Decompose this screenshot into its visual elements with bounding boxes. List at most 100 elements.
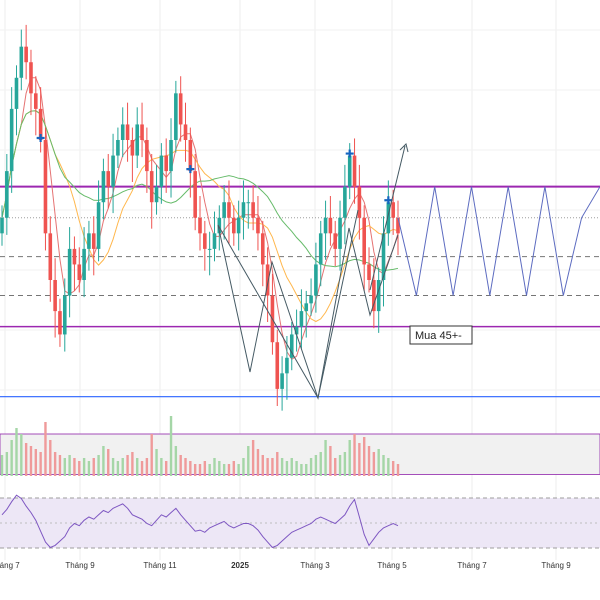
volume-bar xyxy=(367,446,371,476)
candle-body xyxy=(367,264,371,280)
candle-body xyxy=(24,46,28,63)
volume-bar xyxy=(169,416,173,476)
candle-body xyxy=(357,186,362,218)
volume-bar xyxy=(280,458,284,476)
volume-bar xyxy=(261,455,264,476)
candle-body xyxy=(0,217,4,234)
candle-body xyxy=(29,62,33,94)
volume-bar xyxy=(53,452,57,476)
volume-bar xyxy=(87,461,91,476)
candle-body xyxy=(38,108,43,140)
volume-bar xyxy=(314,455,318,476)
volume-bar xyxy=(24,443,28,476)
volume-bar xyxy=(102,446,105,476)
x-tick-label: Tháng 9 xyxy=(541,561,571,570)
candle-body xyxy=(217,217,222,234)
candle-body xyxy=(178,93,183,125)
candle-body xyxy=(212,233,217,249)
candle-body xyxy=(116,140,120,156)
candle-body xyxy=(53,280,57,312)
candle-body xyxy=(9,108,14,172)
volume-bar xyxy=(179,455,182,476)
volume-bar xyxy=(92,458,95,476)
volume-bar xyxy=(227,464,231,476)
candle-body xyxy=(396,217,400,234)
projection-arrowhead xyxy=(399,143,409,153)
candle-body xyxy=(58,311,62,335)
candle-body xyxy=(48,233,53,280)
volume-bar xyxy=(68,455,71,476)
volume-bar xyxy=(39,452,42,476)
volume-bar xyxy=(266,458,269,476)
volume-bar xyxy=(382,455,385,476)
candle-body xyxy=(140,124,144,140)
volume-bar xyxy=(256,449,260,476)
volume-bar xyxy=(5,452,9,476)
candle-body xyxy=(347,155,352,187)
x-tick-label: Tháng 5 xyxy=(377,561,407,570)
candle-body xyxy=(111,155,115,187)
candle-body xyxy=(19,46,24,78)
volume-bar xyxy=(218,461,221,476)
candle-body xyxy=(289,334,294,358)
x-tick-label: Tháng 7 xyxy=(0,561,20,570)
volume-bar xyxy=(203,461,207,476)
candle-body xyxy=(318,233,323,265)
candle-body xyxy=(236,217,241,234)
volume-bar xyxy=(372,452,376,476)
volume-bar xyxy=(126,455,129,476)
volume-bar xyxy=(276,452,279,476)
candle-body xyxy=(77,264,82,280)
candle-body xyxy=(101,171,106,203)
volume-bar xyxy=(155,449,158,476)
x-tick-label: Tháng 3 xyxy=(300,561,330,570)
volume-bar xyxy=(348,440,351,476)
volume-bar xyxy=(232,461,236,476)
candle-body xyxy=(280,373,284,389)
candle-body xyxy=(246,202,251,204)
volume-bar xyxy=(150,434,153,476)
candle-body xyxy=(265,264,270,296)
volume-bar xyxy=(319,452,322,476)
volume-bar xyxy=(324,440,327,476)
projection-arrow-line xyxy=(369,145,406,291)
candle-body xyxy=(343,186,347,218)
volume-bar xyxy=(136,458,139,476)
candle-body xyxy=(62,295,67,335)
candle-body xyxy=(309,295,313,304)
candle-body xyxy=(130,140,135,156)
volume-bar xyxy=(121,458,124,476)
candle-body xyxy=(72,248,77,265)
volume-bar xyxy=(131,452,134,476)
candle-body xyxy=(338,217,342,249)
zone-box xyxy=(0,433,600,475)
candle-body xyxy=(159,155,164,187)
candle-body xyxy=(106,171,111,187)
annotation-box xyxy=(409,325,473,345)
volume-bar xyxy=(174,446,178,476)
volume-bar xyxy=(44,422,47,476)
annotation-label: Mua 45+- xyxy=(415,330,462,342)
candle-body xyxy=(34,93,38,109)
volume-bar xyxy=(338,455,342,476)
x-tick-label: 2025 xyxy=(231,561,249,570)
volume-bar xyxy=(358,443,361,476)
x-tick-label: Tháng 7 xyxy=(457,561,487,570)
candle-body xyxy=(67,248,72,296)
volume-bar xyxy=(73,458,76,476)
candle-body xyxy=(232,217,236,234)
candle-body xyxy=(149,171,154,203)
candle-body xyxy=(164,155,168,172)
candle-body xyxy=(381,233,386,280)
volume-bar xyxy=(329,446,332,476)
volume-bar xyxy=(198,464,202,476)
candle-body xyxy=(120,124,125,140)
candle-body xyxy=(251,202,255,218)
volume-bar xyxy=(78,461,81,476)
candle-body xyxy=(91,233,96,249)
candle-body xyxy=(227,202,231,218)
volume-bar xyxy=(213,458,216,476)
volume-bar xyxy=(362,437,366,476)
volume-bar xyxy=(82,458,86,476)
